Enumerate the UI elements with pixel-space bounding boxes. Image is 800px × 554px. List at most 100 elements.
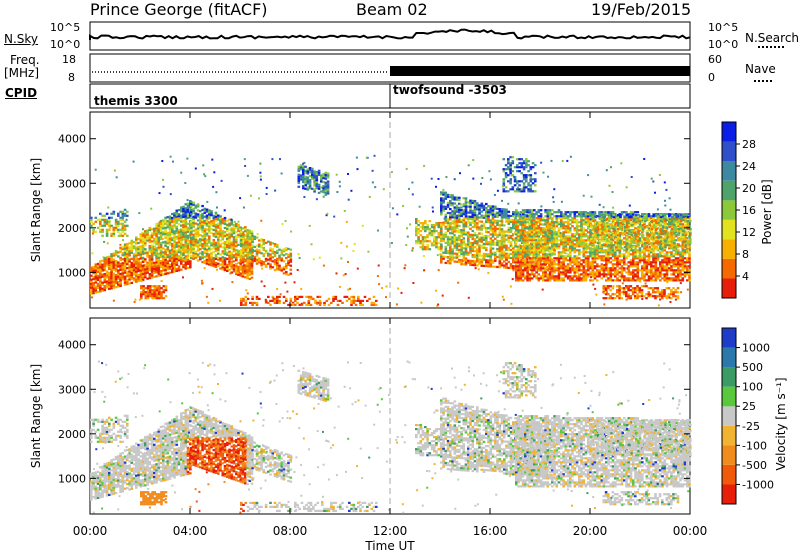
power-cell xyxy=(114,253,118,257)
power-cell xyxy=(421,246,425,249)
power-cell xyxy=(139,261,143,264)
power-cell xyxy=(569,257,572,260)
power-cell xyxy=(509,242,513,246)
power-cell xyxy=(139,249,143,252)
power-cell xyxy=(90,278,93,281)
power-cell xyxy=(101,224,104,227)
power-cell xyxy=(491,231,495,234)
power-cell xyxy=(578,279,581,282)
power-cell xyxy=(324,189,328,192)
power-cell xyxy=(521,223,525,226)
power-cell xyxy=(584,251,588,254)
power-cell xyxy=(444,213,448,216)
power-cell xyxy=(471,237,475,241)
power-cell xyxy=(528,275,532,278)
power-cell xyxy=(498,264,502,267)
power-cell xyxy=(455,246,459,249)
power-cell xyxy=(417,232,420,235)
power-cell xyxy=(199,228,202,231)
power-cell xyxy=(173,252,176,255)
power-cell xyxy=(517,255,520,258)
power-cell xyxy=(322,173,325,176)
power-cell xyxy=(149,285,152,288)
power-cell xyxy=(480,202,484,205)
power-cell xyxy=(464,207,468,210)
power-cell xyxy=(186,236,190,239)
power-cell xyxy=(446,201,450,204)
power-cell xyxy=(460,239,463,242)
power-cell xyxy=(199,242,202,245)
power-cell xyxy=(315,171,319,174)
power-cell xyxy=(464,213,468,216)
power-cell xyxy=(462,231,466,234)
power-cell xyxy=(345,295,349,298)
power-cell xyxy=(480,204,484,207)
power-cell xyxy=(623,223,626,226)
power-cell xyxy=(192,209,195,212)
power-cell xyxy=(638,225,642,228)
power-cell xyxy=(636,249,640,252)
power-cell xyxy=(516,247,520,250)
power-cell xyxy=(580,217,583,220)
power-cell xyxy=(144,236,147,239)
power-cell xyxy=(196,231,200,234)
power-cell xyxy=(512,261,515,264)
power-cell xyxy=(101,275,104,278)
power-cell xyxy=(564,247,568,250)
power-cell xyxy=(496,255,499,259)
power-cell xyxy=(562,255,565,258)
power-cell xyxy=(464,253,468,256)
power-cell xyxy=(168,233,172,236)
power-cell xyxy=(511,188,515,191)
power-cell xyxy=(596,215,599,218)
power-cell xyxy=(527,170,530,173)
power-cell xyxy=(246,247,249,250)
power-cell xyxy=(159,241,163,245)
power-cell xyxy=(199,226,202,229)
power-cell xyxy=(542,227,545,230)
power-cell xyxy=(553,253,556,256)
power-cell xyxy=(146,267,149,270)
power-cell xyxy=(240,299,243,302)
power-cell xyxy=(607,273,610,276)
power-cell xyxy=(643,269,646,272)
power-cell xyxy=(421,242,425,245)
power-cell xyxy=(415,226,418,229)
power-cell xyxy=(611,269,615,272)
power-cell xyxy=(518,166,521,169)
power-cell xyxy=(618,279,622,282)
power-cell xyxy=(634,255,637,258)
power-cell xyxy=(217,256,220,259)
power-cell xyxy=(494,255,497,258)
power-cell xyxy=(212,218,216,222)
power-cell xyxy=(239,274,243,277)
power-cell xyxy=(430,242,434,245)
power-cell xyxy=(203,231,207,234)
power-cell xyxy=(542,217,545,220)
power-cell xyxy=(276,265,279,268)
power-cell xyxy=(189,252,192,255)
power-cell xyxy=(478,258,481,261)
power-cell xyxy=(598,257,601,260)
power-cell xyxy=(94,265,98,268)
power-cell xyxy=(117,230,120,233)
power-cell xyxy=(544,227,547,230)
power-cell xyxy=(199,222,202,225)
power-cell xyxy=(99,274,102,277)
power-cell xyxy=(580,241,583,244)
power-cell xyxy=(455,204,459,207)
power-cell xyxy=(114,276,118,279)
power-cell xyxy=(253,301,257,304)
power-cell xyxy=(578,269,581,272)
power-cell xyxy=(529,180,533,183)
power-cell xyxy=(562,271,565,274)
power-cell xyxy=(623,255,626,258)
power-cell xyxy=(600,273,604,276)
power-cell xyxy=(210,224,213,227)
power-cell xyxy=(507,158,510,161)
power-cell xyxy=(194,244,198,247)
power-cell xyxy=(591,275,595,278)
power-cell xyxy=(471,247,475,251)
power-cell xyxy=(507,218,511,221)
power-cell xyxy=(94,291,98,294)
